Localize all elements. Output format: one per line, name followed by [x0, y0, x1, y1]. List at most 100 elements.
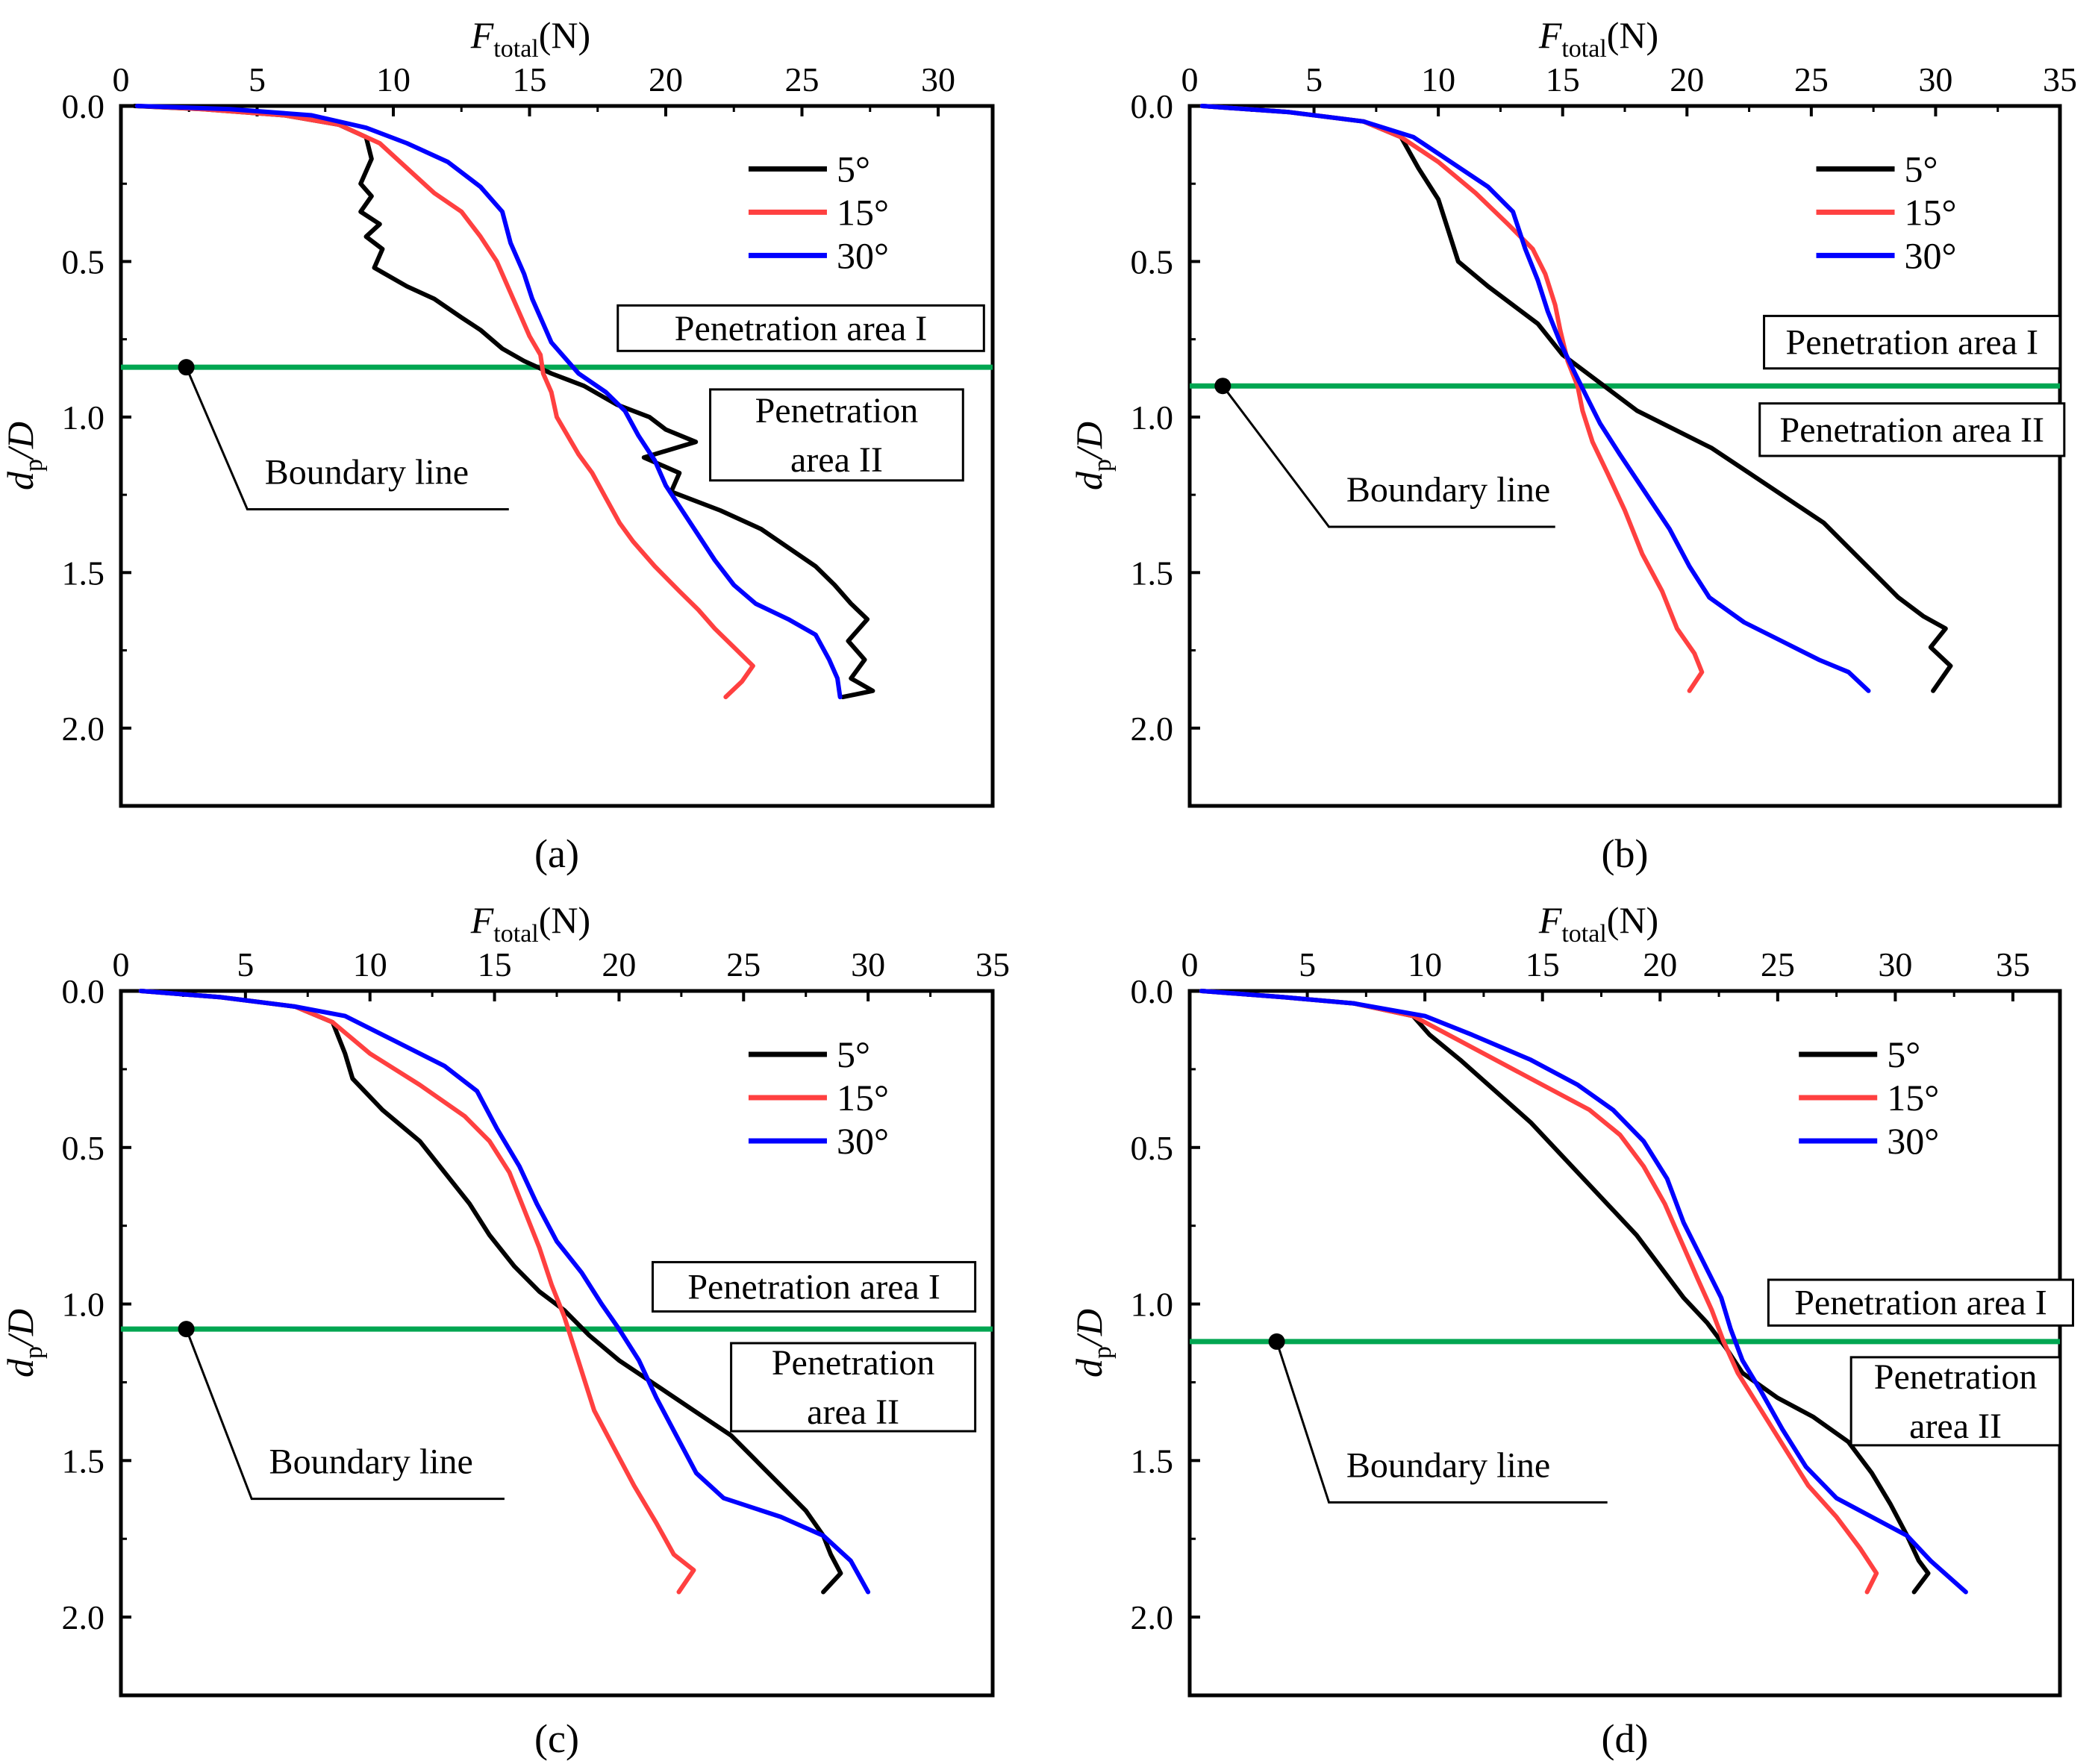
chart-panel-3: 0 5 10 15 20 25 30 35 0.0 0.5 1.0 1.5 2.0 Ftotal(N) dp… [1068, 899, 2074, 1761]
series-line-2 [138, 989, 871, 1595]
x-tick-label: 0 [113, 60, 130, 98]
x-tick-label: 25 [785, 60, 819, 98]
y-tick-label: 1.0 [1131, 1286, 1174, 1324]
x-axis-title: Ftotal(N) [470, 899, 590, 948]
area-2-box [730, 1342, 977, 1433]
x-tick-label: 20 [1670, 60, 1704, 98]
legend-label: 30° [837, 234, 889, 276]
x-tick-label: 35 [975, 945, 1010, 983]
x-tick-label: 30 [1918, 60, 1952, 98]
series-line-1 [1199, 989, 1879, 1595]
x-tick-label: 10 [376, 60, 410, 98]
legend-label: 30° [1905, 234, 1957, 276]
y-tick-label: 0.0 [62, 972, 105, 1010]
area-2-label: Penetration [1874, 1357, 2038, 1397]
boundary-label: Boundary line [1346, 470, 1550, 510]
area-2-label: Penetration [755, 391, 919, 431]
area-1-label: Penetration area I [1786, 323, 2038, 363]
area-1-box [1763, 314, 2061, 370]
y-tick-label: 0.5 [62, 1129, 105, 1167]
y-tick-label: 2.0 [62, 710, 105, 748]
y-tick-label: 1.5 [1131, 1442, 1174, 1480]
y-tick-label: 2.0 [62, 1598, 105, 1636]
x-tick-label: 10 [1408, 945, 1442, 983]
y-tick-label: 1.5 [62, 554, 105, 592]
legend-label: 5° [837, 148, 870, 190]
series-line-0 [1199, 989, 1931, 1595]
area-1-label: Penetration area I [675, 309, 927, 348]
series-line-1 [1199, 104, 1705, 693]
x-tick-label: 30 [1878, 945, 1912, 983]
y-tick-label: 1.0 [62, 1286, 105, 1324]
x-axis-title: Ftotal(N) [470, 14, 590, 63]
legend-label: 15° [1905, 191, 1957, 233]
area-2-label: Penetration area II [1780, 410, 2044, 450]
x-tick-label: 20 [649, 60, 683, 98]
chart-panel-2: 0 5 10 15 20 25 30 35 0.0 0.5 1.0 1.5 2.0 Ftotal(N) dp… [0, 899, 1010, 1761]
legend-label: 5° [1887, 1033, 1920, 1075]
x-tick-label: 30 [851, 945, 885, 983]
y-tick-label: 2.0 [1131, 710, 1174, 748]
series-line-2 [134, 104, 843, 700]
y-tick-label: 0.0 [1131, 972, 1174, 1010]
boundary-label: Boundary line [269, 1442, 473, 1482]
series-line-0 [138, 989, 843, 1595]
x-tick-label: 20 [602, 945, 636, 983]
x-tick-label: 15 [513, 60, 547, 98]
series-line-1 [138, 989, 696, 1595]
panel-caption: (d) [1602, 1716, 1649, 1761]
x-axis-title: Ftotal(N) [1538, 14, 1658, 63]
legend-label: 15° [837, 191, 889, 233]
x-tick-label: 25 [1761, 945, 1795, 983]
y-tick-label: 2.0 [1131, 1598, 1174, 1636]
y-axis-title: dp/D [0, 1309, 48, 1377]
panel-caption: (a) [534, 831, 579, 876]
legend-label: 5° [837, 1033, 870, 1075]
area-2-label: Penetration [772, 1343, 935, 1383]
y-tick-label: 1.0 [1131, 398, 1174, 437]
plot-frame [119, 104, 995, 808]
area-1-box [651, 1260, 977, 1313]
panel-caption: (c) [534, 1716, 579, 1761]
x-tick-label: 35 [2043, 60, 2077, 98]
x-tick-label: 5 [1299, 945, 1316, 983]
area-1-label: Penetration area I [687, 1267, 940, 1307]
series-line-2 [1199, 104, 1871, 693]
boundary-label: Boundary line [1346, 1445, 1550, 1485]
area-2-box [1849, 1356, 2061, 1447]
area-2-box [1758, 402, 2066, 457]
boundary-label: Boundary line [265, 453, 469, 492]
series-line-2 [1199, 989, 1968, 1595]
y-axis-title: dp/D [1068, 1309, 1117, 1377]
y-tick-label: 1.5 [1131, 554, 1174, 592]
x-tick-label: 10 [1421, 60, 1455, 98]
boundary-leader [185, 366, 509, 511]
series-line-0 [1199, 104, 1953, 693]
series-line-0 [132, 104, 875, 700]
area-2-label: area II [807, 1392, 899, 1432]
x-tick-label: 15 [478, 945, 512, 983]
area-1-box [1767, 1278, 2074, 1327]
x-tick-label: 25 [726, 945, 761, 983]
x-tick-label: 15 [1546, 60, 1580, 98]
y-tick-label: 0.5 [62, 243, 105, 281]
y-tick-label: 0.0 [1131, 87, 1174, 125]
x-tick-label: 10 [353, 945, 387, 983]
legend-label: 5° [1905, 148, 1938, 190]
y-tick-label: 1.5 [62, 1442, 105, 1480]
series-line-1 [134, 104, 755, 700]
legend-label: 15° [1887, 1077, 1939, 1119]
y-tick-label: 0.5 [1131, 1129, 1174, 1167]
x-tick-label: 5 [249, 60, 266, 98]
legend-label: 15° [837, 1077, 889, 1119]
y-tick-label: 0.0 [62, 87, 105, 125]
boundary-leader [185, 1328, 505, 1501]
x-tick-label: 5 [237, 945, 254, 983]
area-2-label: area II [790, 440, 883, 480]
area-1-box [616, 304, 985, 352]
x-tick-label: 20 [1643, 945, 1677, 983]
boundary-leader [1276, 1341, 1608, 1504]
area-2-label: area II [1909, 1407, 2002, 1446]
x-tick-label: 0 [1181, 945, 1199, 983]
y-tick-label: 1.0 [62, 398, 105, 437]
